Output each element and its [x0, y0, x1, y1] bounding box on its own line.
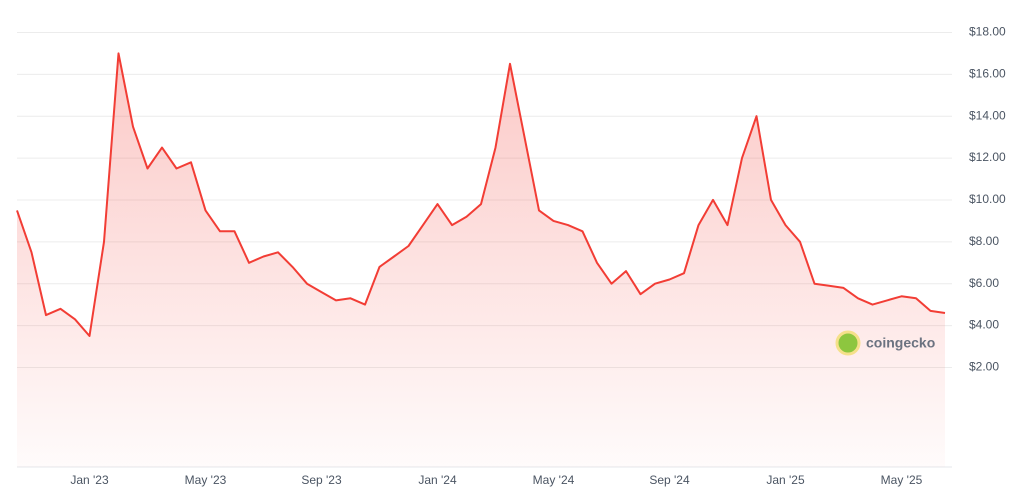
y-tick-label: $2.00: [969, 360, 999, 374]
watermark-text: coingecko: [866, 335, 935, 351]
y-tick-label: $8.00: [969, 234, 999, 248]
x-tick-label: Sep '23: [301, 473, 342, 487]
y-tick-label: $12.00: [969, 150, 1006, 164]
y-tick-label: $4.00: [969, 318, 999, 332]
x-tick-label: May '24: [533, 473, 575, 487]
price-line: [16, 52, 946, 337]
y-tick-label: $18.00: [969, 25, 1006, 39]
y-tick-label: $16.00: [969, 66, 1006, 80]
y-tick-label: $10.00: [969, 192, 1006, 206]
x-tick-label: Jan '24: [418, 473, 457, 487]
y-tick-label: $6.00: [969, 276, 999, 290]
x-tick-label: May '25: [881, 473, 923, 487]
watermark-logo: [835, 330, 861, 356]
price-area: [17, 53, 945, 468]
x-tick-label: Jan '25: [766, 473, 805, 487]
x-tick-label: Sep '24: [649, 473, 690, 487]
y-tick-label: $14.00: [969, 108, 1006, 122]
watermark: coingecko: [835, 330, 935, 356]
x-tick-label: Jan '23: [70, 473, 109, 487]
x-tick-label: May '23: [185, 473, 227, 487]
